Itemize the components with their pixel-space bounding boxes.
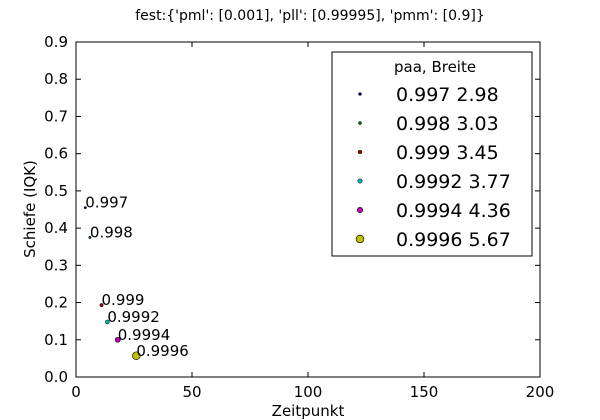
y-tick-label: 0.8 xyxy=(44,70,68,88)
legend-entry-label: 0.9996 5.67 xyxy=(396,229,511,251)
point-annotation: 0.9992 xyxy=(107,308,160,326)
legend-entry-label: 0.997 2.98 xyxy=(396,84,499,106)
x-tick-label: 200 xyxy=(526,383,555,401)
y-tick-label: 0.2 xyxy=(44,294,68,312)
legend-entry-label: 0.9994 4.36 xyxy=(396,200,511,222)
data-point xyxy=(83,206,87,210)
legend-marker xyxy=(355,234,365,244)
point-annotation: 0.9996 xyxy=(136,342,189,360)
legend-marker xyxy=(358,121,362,125)
legend-marker xyxy=(357,149,363,155)
y-axis-label: Schiefe (IQK) xyxy=(21,160,39,258)
legend-marker xyxy=(358,92,362,96)
point-annotation: 0.998 xyxy=(90,223,133,241)
x-axis-label: Zeitpunkt xyxy=(272,402,345,420)
legend-entries: 0.997 2.98 0.998 3.03 0.999 3.45 0.9992 3.7… xyxy=(355,84,511,251)
x-tick-label: 0 xyxy=(71,383,81,401)
point-annotation: 0.9994 xyxy=(118,326,171,344)
y-tick-label: 0.5 xyxy=(44,182,68,200)
y-tick-label: 0.0 xyxy=(44,368,68,386)
data-point xyxy=(114,336,121,343)
legend-marker xyxy=(357,207,363,213)
chart-title: fest:{'pml': [0.001], 'pll': [0.99995], … xyxy=(135,8,485,24)
data-point xyxy=(88,235,92,239)
y-tick-label: 0.1 xyxy=(44,331,68,349)
y-tick-label: 0.6 xyxy=(44,145,68,163)
y-tick-label: 0.7 xyxy=(44,107,68,125)
point-annotation: 0.997 xyxy=(85,194,128,212)
x-tick-label: 50 xyxy=(182,383,201,401)
y-tick-label: 0.3 xyxy=(44,256,68,274)
data-point xyxy=(105,319,110,325)
x-tick-label: 150 xyxy=(410,383,439,401)
legend-marker xyxy=(357,178,363,184)
y-tick-label: 0.9 xyxy=(44,33,68,51)
legend-box xyxy=(331,51,533,257)
legend-entry-label: 0.999 3.45 xyxy=(396,142,499,164)
data-point xyxy=(99,303,104,308)
data-point xyxy=(132,351,141,360)
data-points xyxy=(83,206,141,360)
legend: paa, Breite 0.997 2.98 0.998 3.03 0.999 3.… xyxy=(331,51,533,257)
legend-header: paa, Breite xyxy=(394,58,476,76)
legend-entry-label: 0.9992 3.77 xyxy=(396,171,511,193)
x-tick-label: 100 xyxy=(294,383,323,401)
axis-ticks: 0 50 100 150 200 0.0 0.1 0.2 0.3 0.4 0.5 0.6 0.7 0.8 0… xyxy=(44,33,554,401)
point-annotation: 0.999 xyxy=(102,291,145,309)
y-tick-label: 0.4 xyxy=(44,219,68,237)
legend-entry-label: 0.998 3.03 xyxy=(396,113,499,135)
